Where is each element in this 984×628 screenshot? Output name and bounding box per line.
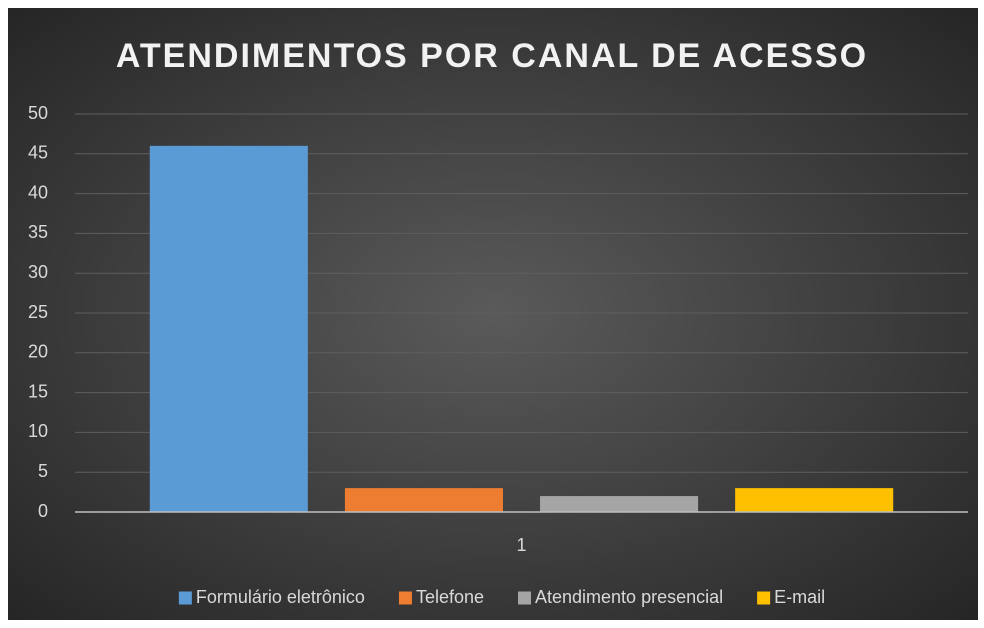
y-tick-label: 25 (28, 302, 48, 322)
legend-label: E-mail (774, 587, 825, 607)
y-tick-label: 35 (28, 222, 48, 242)
y-tick-label: 50 (28, 103, 48, 123)
chart-title: ATENDIMENTOS POR CANAL DE ACESSO (116, 37, 868, 75)
y-tick-label: 20 (28, 342, 48, 362)
legend-swatch (398, 591, 412, 605)
legend-label: Atendimento presencial (535, 587, 723, 607)
y-tick-label: 0 (38, 501, 48, 521)
bar (149, 145, 308, 512)
y-tick-label: 5 (38, 461, 48, 481)
y-tick-label: 15 (28, 381, 48, 401)
bar (540, 496, 699, 512)
legend-swatch (518, 591, 531, 605)
x-tick-label: 1 (516, 535, 526, 555)
y-tick-label: 30 (28, 262, 48, 282)
bar (735, 488, 894, 512)
legend-swatch (178, 591, 192, 605)
bar (344, 488, 503, 512)
legend-label: Formulário eletrônico (196, 587, 365, 607)
y-tick-label: 10 (28, 421, 48, 441)
legend-label: Telefone (416, 587, 484, 607)
legend-swatch (757, 591, 771, 605)
y-tick-label: 40 (28, 182, 48, 202)
y-tick-label: 45 (28, 143, 48, 163)
